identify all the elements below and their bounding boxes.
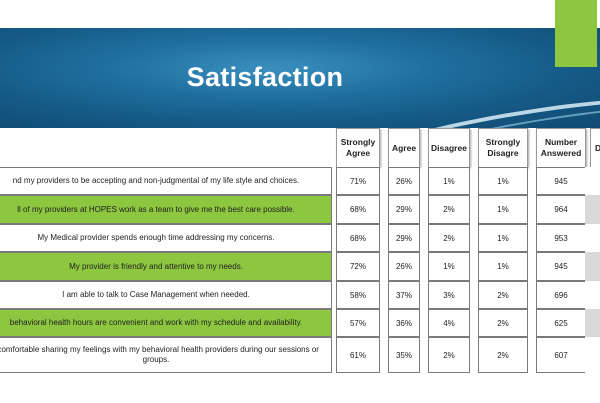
cell-number-answered: 945	[536, 167, 586, 195]
cell-strongly-disagree: 1%	[478, 167, 528, 195]
accent-bar	[555, 0, 597, 67]
slide-title: Satisfaction	[186, 62, 344, 92]
cell-disagree: 1%	[428, 252, 470, 281]
header-strongly-agree: Strongly Agree	[336, 128, 380, 167]
truncated-cell	[585, 309, 600, 337]
table-row: ll of my providers at HOPES work as a te…	[0, 195, 600, 224]
table-row: My provider is friendly and attentive to…	[0, 252, 600, 281]
header-number-answered: Number Answered	[536, 128, 586, 167]
cell-strongly-agree: 68%	[336, 224, 380, 252]
table-row: nd my providers to be accepting and non-…	[0, 167, 600, 195]
statement-text: My Medical provider spends enough time a…	[0, 224, 332, 252]
cell-agree: 35%	[388, 337, 420, 373]
table-row: My Medical provider spends enough time a…	[0, 224, 600, 252]
table-row: behavioral health hours are convenient a…	[0, 309, 600, 337]
cell-disagree: 2%	[428, 224, 470, 252]
truncated-cell	[585, 337, 600, 373]
cell-agree: 26%	[388, 252, 420, 281]
cell-agree: 26%	[388, 167, 420, 195]
cell-disagree: 1%	[428, 167, 470, 195]
cell-number-answered: 953	[536, 224, 586, 252]
truncated-cell	[585, 281, 600, 309]
cell-strongly-disagree: 2%	[478, 281, 528, 309]
statement-text: t comfortable sharing my feelings with m…	[0, 337, 332, 373]
statement-text: I am able to talk to Case Management whe…	[0, 281, 332, 309]
cell-strongly-disagree: 1%	[478, 195, 528, 224]
cell-strongly-agree: 61%	[336, 337, 380, 373]
title-banner	[0, 28, 600, 128]
header-agree: Agree	[388, 128, 420, 167]
cell-number-answered: 625	[536, 309, 586, 337]
cell-number-answered: 607	[536, 337, 586, 373]
cell-agree: 29%	[388, 195, 420, 224]
table-row: I am able to talk to Case Management whe…	[0, 281, 600, 309]
cell-strongly-disagree: 2%	[478, 337, 528, 373]
cell-strongly-agree: 58%	[336, 281, 380, 309]
cell-strongly-agree: 72%	[336, 252, 380, 281]
cell-strongly-agree: 57%	[336, 309, 380, 337]
cell-disagree: 2%	[428, 195, 470, 224]
statement-text: nd my providers to be accepting and non-…	[0, 167, 332, 195]
truncated-cell	[585, 195, 600, 224]
cell-number-answered: 696	[536, 281, 586, 309]
cell-number-answered: 964	[536, 195, 586, 224]
statement-text: ll of my providers at HOPES work as a te…	[0, 195, 332, 224]
cell-agree: 36%	[388, 309, 420, 337]
header-strongly-disagree: Strongly Disagre	[478, 128, 528, 167]
cell-disagree: 2%	[428, 337, 470, 373]
truncated-cell	[585, 252, 600, 281]
cell-number-answered: 945	[536, 252, 586, 281]
cell-disagree: 4%	[428, 309, 470, 337]
cell-strongly-disagree: 1%	[478, 224, 528, 252]
cell-agree: 29%	[388, 224, 420, 252]
cell-strongly-agree: 68%	[336, 195, 380, 224]
cell-strongly-disagree: 1%	[478, 252, 528, 281]
statement-text: behavioral health hours are convenient a…	[0, 309, 332, 337]
cell-strongly-agree: 71%	[336, 167, 380, 195]
header-disagree: Disagree	[428, 128, 470, 167]
cell-strongly-disagree: 2%	[478, 309, 528, 337]
header-truncated: D	[590, 128, 600, 167]
truncated-cell	[585, 167, 600, 195]
truncated-cell	[585, 224, 600, 252]
statement-text: My provider is friendly and attentive to…	[0, 252, 332, 281]
cell-agree: 37%	[388, 281, 420, 309]
cell-disagree: 3%	[428, 281, 470, 309]
table-row: t comfortable sharing my feelings with m…	[0, 337, 600, 373]
